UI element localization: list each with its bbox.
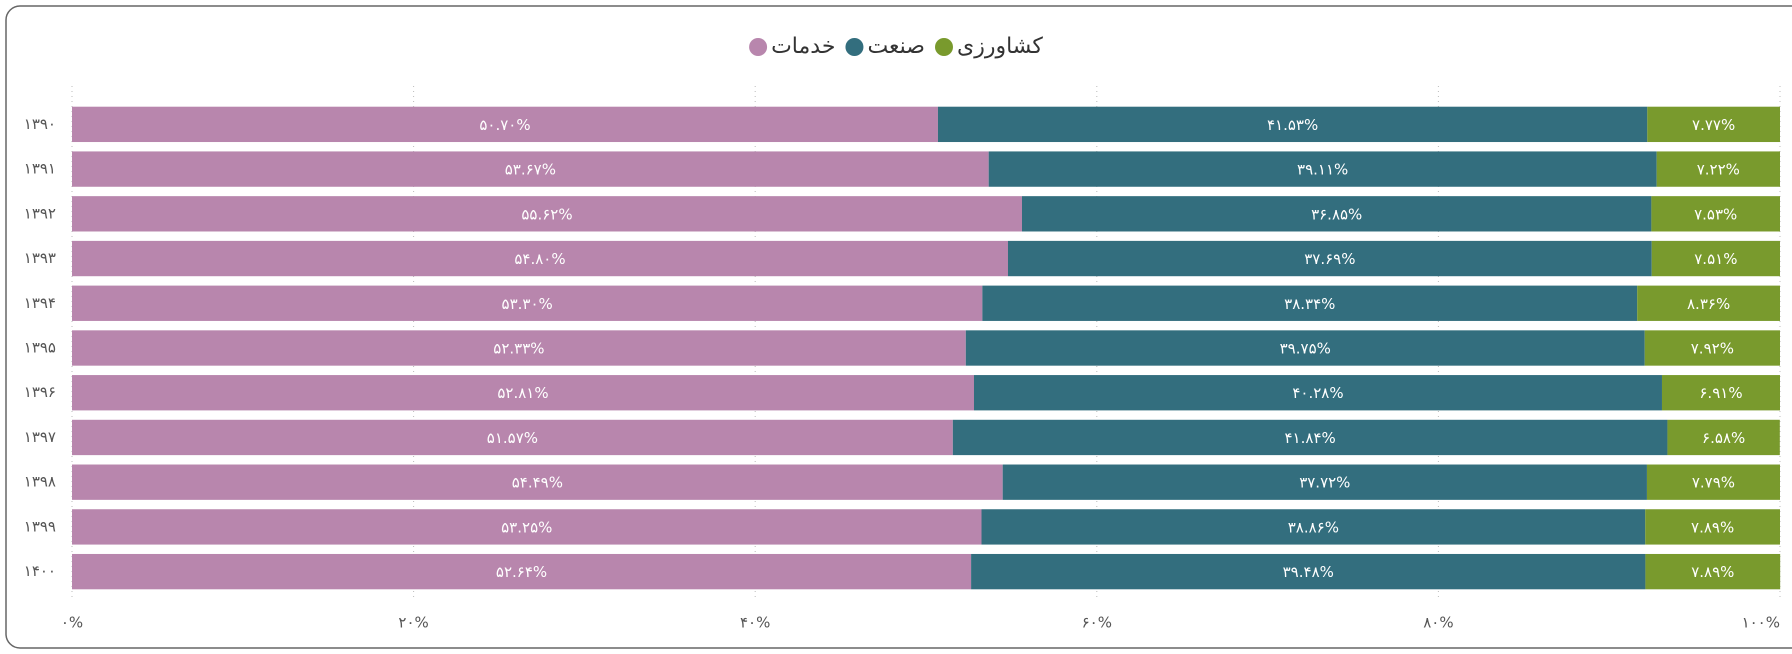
- bar-segment: [1645, 509, 1780, 545]
- bar-segment: [72, 509, 982, 545]
- bar-segment: [1637, 285, 1780, 321]
- data-label: ۵۳.۲۵%: [501, 518, 552, 536]
- data-label: ۵۲.۸۱%: [497, 384, 548, 402]
- bar-segment: [1667, 419, 1780, 456]
- data-label: ۶.۹۱%: [1699, 384, 1742, 402]
- bar-segment: [72, 419, 953, 456]
- legend-item[interactable]: صنعت: [845, 34, 925, 59]
- data-label: ۴۰.۲۸%: [1292, 384, 1343, 402]
- bar-segment: [973, 375, 1662, 411]
- data-label: ۵۳.۶۷%: [505, 161, 556, 179]
- bar-segment: [72, 553, 972, 590]
- data-label: ۳۷.۷۲%: [1299, 474, 1350, 492]
- bar-segment: [1021, 196, 1652, 232]
- data-label: ۷.۷۷%: [1692, 116, 1735, 134]
- bar-segment: [1661, 375, 1780, 411]
- data-label: ۷.۸۹%: [1691, 518, 1734, 536]
- data-label: ۵۴.۸۰%: [514, 250, 565, 268]
- bar-segment: [1651, 196, 1780, 232]
- data-label: ۳۹.۷۵%: [1280, 340, 1331, 358]
- data-label: ۴۱.۸۴%: [1285, 429, 1336, 447]
- legend-label: خدمات: [771, 34, 835, 59]
- x-tick-label: ۱۰۰%: [1742, 614, 1780, 632]
- legend-label: صنعت: [867, 34, 925, 59]
- data-label: ۵۲.۳۳%: [493, 340, 544, 358]
- data-label: ۳۷.۶۹%: [1304, 250, 1355, 268]
- data-label: ۳۹.۴۸%: [1283, 563, 1334, 581]
- y-tick-label: ۱۳۹۸: [24, 473, 56, 491]
- data-label: ۷.۵۱%: [1694, 250, 1737, 268]
- bar-segment: [1656, 151, 1780, 187]
- x-tick-label: ۶۰%: [1082, 614, 1112, 632]
- y-tick-label: ۱۳۹۰: [24, 115, 56, 133]
- bar-segment: [1647, 106, 1780, 143]
- bar-segment: [72, 330, 966, 366]
- data-label: ۵۵.۶۲%: [521, 205, 572, 223]
- data-label: ۵۳.۳۰%: [502, 295, 553, 313]
- data-label: ۴۱.۵۳%: [1267, 116, 1318, 134]
- y-tick-label: ۱۴۰۰: [24, 562, 56, 580]
- y-tick-label: ۱۳۹۱: [24, 160, 56, 178]
- data-label: ۶.۵۸%: [1702, 429, 1745, 447]
- legend-marker: [935, 38, 953, 56]
- data-label: ۷.۵۳%: [1694, 205, 1737, 223]
- bar-segment: [1007, 240, 1652, 277]
- data-label: ۷.۲۲%: [1697, 161, 1740, 179]
- x-tick-label: ۸۰%: [1423, 614, 1453, 632]
- bar-segment: [952, 419, 1668, 456]
- legend-item[interactable]: خدمات: [749, 34, 835, 59]
- bar-segment: [72, 151, 989, 187]
- x-tick-label: ۴۰%: [740, 614, 770, 632]
- bar-segment: [937, 106, 1648, 143]
- data-label: ۵۱.۵۷%: [487, 429, 538, 447]
- y-tick-label: ۱۳۹۴: [24, 294, 56, 312]
- y-tick-label: ۱۳۹۷: [24, 428, 56, 446]
- bar-segment: [981, 509, 1646, 545]
- x-tick-label: ۰%: [61, 614, 83, 632]
- y-tick-label: ۱۳۹۶: [24, 383, 56, 401]
- data-label: ۳۹.۱۱%: [1297, 161, 1348, 179]
- data-label: ۵۰.۷۰%: [479, 116, 530, 134]
- bar-segment: [1644, 330, 1780, 366]
- chart-frame: [5, 5, 1792, 649]
- data-label: ۷.۹۲%: [1691, 340, 1734, 358]
- data-label: ۷.۸۹%: [1691, 563, 1734, 581]
- bar-segment: [72, 240, 1008, 277]
- y-tick-label: ۱۳۹۳: [24, 249, 56, 267]
- data-label: ۳۸.۳۴%: [1284, 295, 1335, 313]
- legend-item[interactable]: کشاورزی: [935, 34, 1043, 59]
- y-tick-label: ۱۳۹۹: [24, 517, 56, 535]
- bar-segment: [1646, 464, 1780, 500]
- data-label: ۵۴.۴۹%: [512, 474, 563, 492]
- bar-segment: [982, 285, 1638, 321]
- bar-segment: [988, 151, 1657, 187]
- bar-segment: [72, 196, 1022, 232]
- data-label: ۷.۷۹%: [1692, 474, 1735, 492]
- bar-segment: [72, 375, 974, 411]
- y-tick-label: ۱۳۹۲: [24, 204, 56, 222]
- data-label: ۸.۳۶%: [1687, 295, 1730, 313]
- y-tick-label: ۱۳۹۵: [24, 339, 56, 357]
- legend-marker: [749, 38, 768, 56]
- data-label: ۳۸.۸۶%: [1288, 518, 1339, 536]
- x-tick-label: ۲۰%: [398, 614, 428, 632]
- bar-segment: [72, 285, 983, 321]
- bar-segment: [1002, 464, 1647, 500]
- bar-segment: [965, 330, 1645, 366]
- bar-segment: [72, 464, 1003, 500]
- legend-label: کشاورزی: [957, 34, 1043, 59]
- bar-segment: [971, 553, 1646, 590]
- bar-segment: [72, 106, 938, 143]
- bar-segment: [1645, 553, 1781, 590]
- bar-segment: [1651, 240, 1780, 277]
- legend-marker: [845, 38, 864, 56]
- data-label: ۳۶.۸۵%: [1311, 205, 1362, 223]
- data-label: ۵۲.۶۴%: [496, 563, 547, 581]
